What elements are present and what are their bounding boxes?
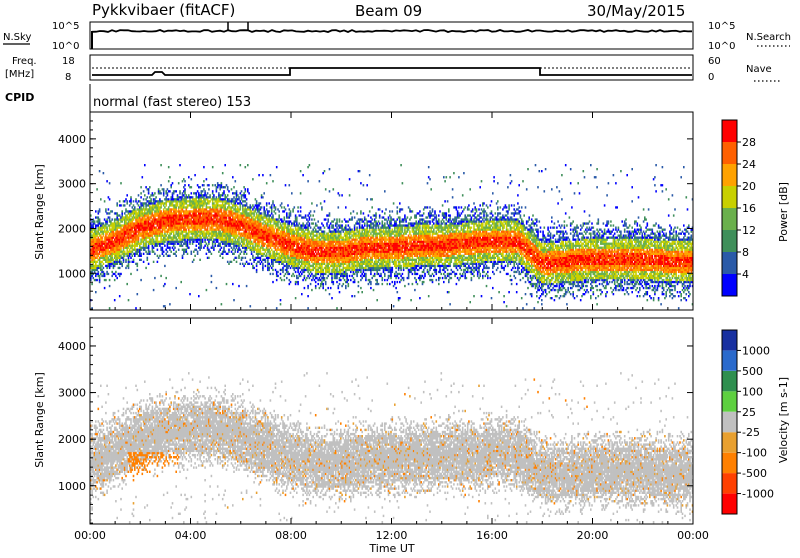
colorbar-tick-label: 100	[742, 385, 763, 398]
freq-tick-top: 18	[62, 56, 75, 67]
colorbar-swatch	[722, 350, 737, 370]
freq-tick-bottom: 8	[65, 72, 71, 83]
colorbar-swatch	[722, 274, 737, 296]
power-data	[90, 164, 693, 309]
colorbar-tick-label: 16	[742, 202, 756, 215]
y-tick-label: 4000	[58, 133, 86, 146]
nave-tick-bottom: 0	[708, 72, 714, 83]
colorbar-swatch	[722, 252, 737, 274]
y-tick-label: 1000	[58, 480, 86, 493]
colorbar-tick-label: 12	[742, 224, 756, 237]
time-axis-label: Time UT	[368, 542, 414, 554]
colorbar-tick-label: 25	[742, 406, 756, 419]
nave-label: Nave	[746, 64, 772, 75]
frequency-panel: Freq. [MHz] 18 8 60 0 Nave	[5, 55, 780, 83]
y-tick-label: 4000	[58, 340, 86, 353]
x-tick-label: 12:00	[376, 529, 408, 542]
y-tick-label: 1000	[58, 267, 86, 280]
date-label: 30/May/2015	[587, 2, 685, 20]
x-tick-label: 00:00	[74, 529, 106, 542]
colorbar-swatch	[722, 164, 737, 186]
colorbar-tick-label: 500	[742, 365, 763, 378]
freq-trace	[92, 68, 692, 75]
cpid-label: CPID	[5, 91, 34, 104]
colorbar-swatch	[722, 412, 737, 432]
freq-unit: [MHz]	[5, 69, 34, 80]
y-tick-label: 3000	[58, 387, 86, 400]
power-colorbar-label: Power [dB]	[777, 182, 790, 242]
nave-tick-top: 60	[708, 56, 721, 67]
station-title: Pykkvibaer (fitACF)	[92, 1, 235, 19]
colorbar-swatch	[722, 473, 737, 493]
noise-tick-bottom-right: 10^0	[708, 41, 735, 52]
colorbar-tick-label: 20	[742, 180, 756, 193]
colorbar-tick-label: 28	[742, 136, 756, 149]
x-tick-label: 20:00	[577, 529, 609, 542]
x-tick-label: 04:00	[175, 529, 207, 542]
colorbar-tick-label: -500	[742, 467, 767, 480]
freq-label: Freq.	[12, 56, 37, 67]
velocity-colorbar: 1000 500 100 25 -25 -100 -500 -1000 Velocity [m…	[722, 330, 790, 514]
noise-tick-top-left: 10^5	[52, 21, 79, 32]
colorbar-tick-label: 1000	[742, 344, 770, 357]
noise-tick-top-right: 10^5	[708, 21, 735, 32]
velocity-ylabel: Slant Range [km]	[33, 372, 46, 468]
colorbar-swatch	[722, 391, 737, 411]
colorbar-tick-label: -25	[742, 426, 760, 439]
colorbar-swatch	[722, 330, 737, 350]
colorbar-swatch	[722, 120, 737, 142]
x-tick-label: 08:00	[275, 529, 307, 542]
noise-panel: N.Sky 10^5 10^0 10^5 10^0 N.Search	[3, 21, 791, 52]
y-tick-label: 3000	[58, 178, 86, 191]
colorbar-tick-label: 24	[742, 158, 756, 171]
beam-label: Beam 09	[355, 2, 422, 20]
colorbar-swatch	[722, 208, 737, 230]
colorbar-tick-label: 4	[742, 268, 749, 281]
power-panel: 1000 2000 3000 4000 Slant Range [km]	[33, 112, 693, 310]
noise-sky-trace	[92, 30, 692, 32]
power-ylabel: Slant Range [km]	[33, 164, 46, 260]
nsky-label: N.Sky	[3, 32, 31, 43]
velocity-panel: 1000 2000 3000 4000 Slant Range [km] 00:00 0…	[33, 318, 709, 554]
colorbar-swatch	[722, 142, 737, 164]
noise-tick-bottom-left: 10^0	[52, 41, 79, 52]
y-tick-label: 2000	[58, 433, 86, 446]
colorbar-swatch	[722, 432, 737, 452]
power-colorbar: 4 8 12 16 20 24 28 Power [dB]	[722, 120, 790, 296]
colorbar-swatch	[722, 494, 737, 514]
velocity-data	[90, 372, 693, 523]
velocity-colorbar-label: Velocity [m s-1]	[777, 377, 790, 463]
colorbar-tick-label: 8	[742, 246, 749, 259]
x-tick-label: 00:00	[677, 529, 709, 542]
x-tick-label: 16:00	[476, 529, 508, 542]
colorbar-swatch	[722, 186, 737, 208]
colorbar-tick-label: -100	[742, 447, 767, 460]
colorbar-swatch	[722, 371, 737, 391]
colorbar-swatch	[722, 230, 737, 252]
y-tick-label: 2000	[58, 222, 86, 235]
cpid-value: normal (fast stereo) 153	[93, 95, 251, 110]
colorbar-swatch	[722, 453, 737, 473]
nsearch-label: N.Search	[746, 32, 791, 43]
colorbar-tick-label: -1000	[742, 488, 774, 501]
